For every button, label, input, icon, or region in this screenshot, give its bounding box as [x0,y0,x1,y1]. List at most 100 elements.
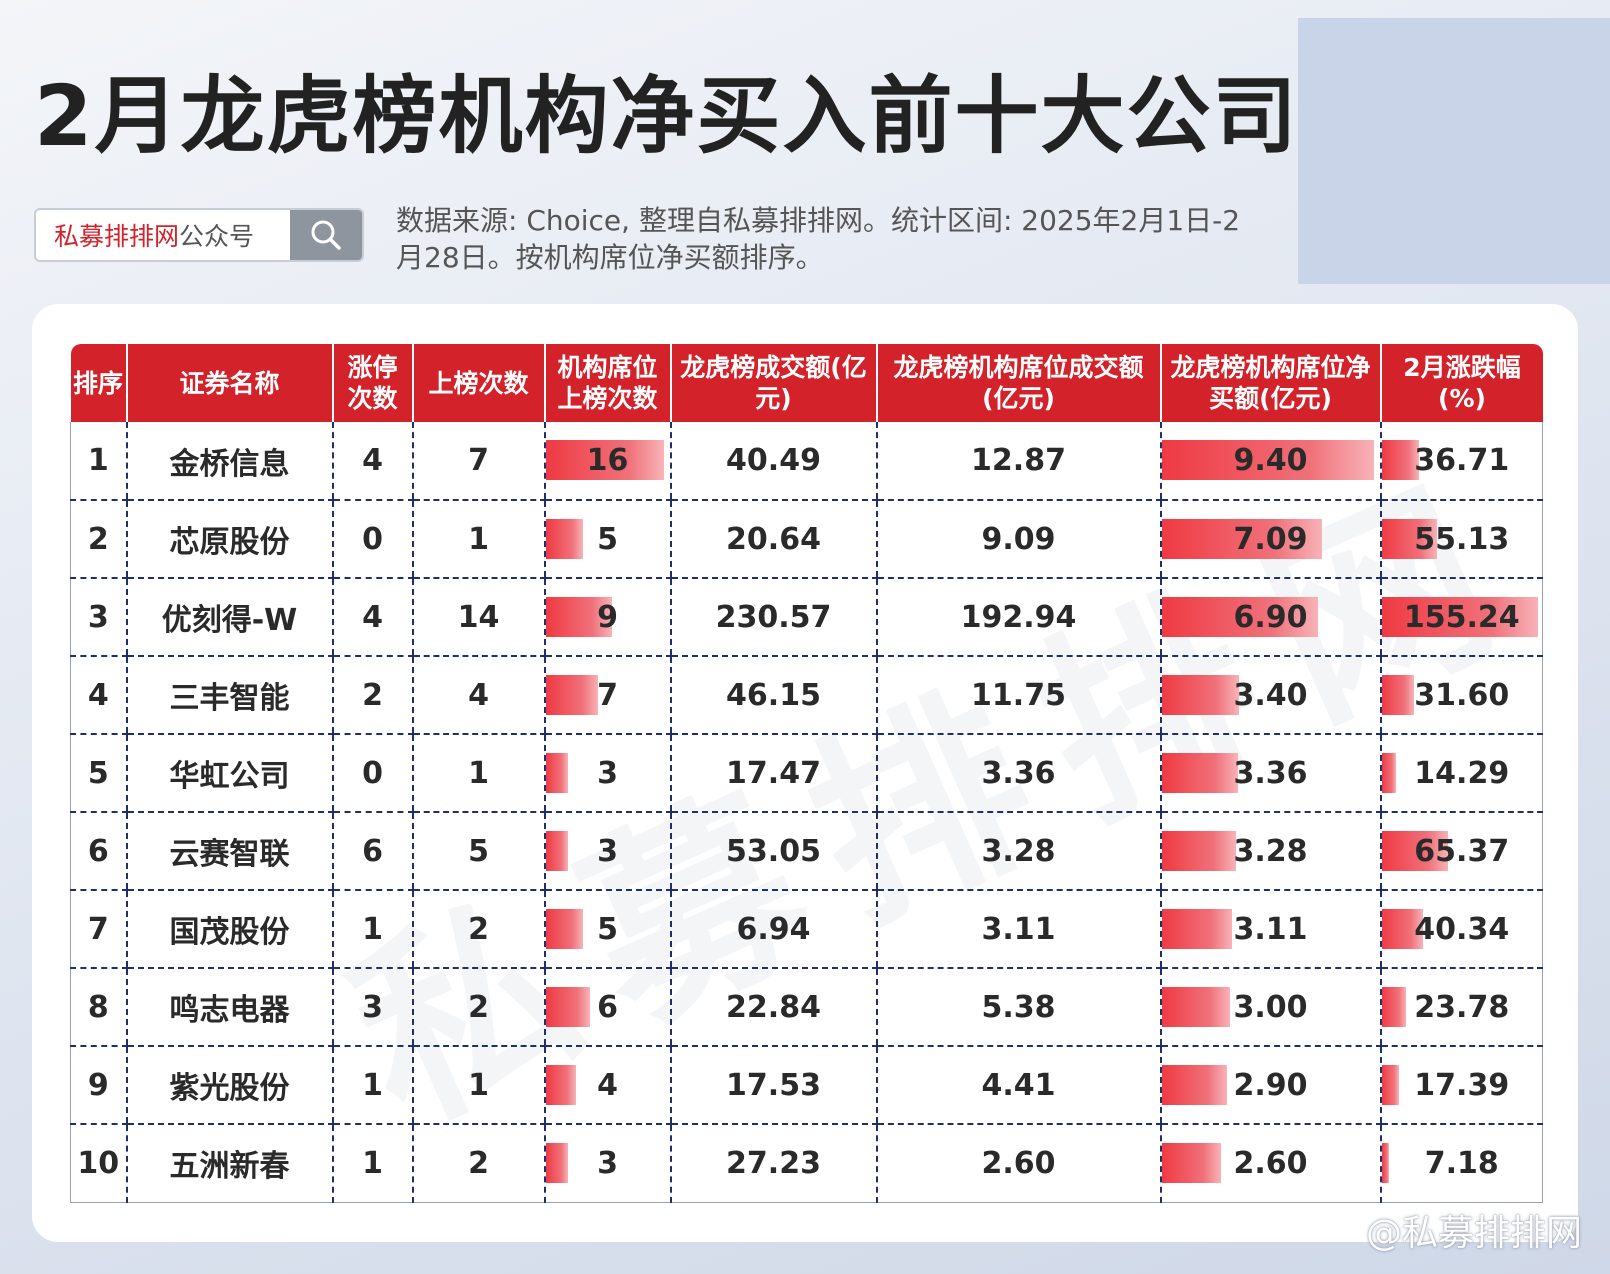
cell-value: 9.40 [1233,443,1308,478]
table-row: 10 五洲新春 1 2 3 27.23 2.60 2.60 7.18 [70,1124,1543,1203]
cell-value: 4 [468,677,489,713]
table-row: 2 芯原股份 0 1 5 20.64 9.09 7.09 55.13 [70,500,1543,579]
cell-inst-appearances: 3 [543,1124,671,1203]
cell-appearances: 2 [411,1124,545,1203]
cell-limit-up: 1 [331,1046,413,1125]
cell-value: 2 [87,521,109,557]
header-inst-appearances: 机构席位上榜次数 [543,344,671,422]
cell-rank: 4 [70,656,127,735]
cell-value: 3 [87,599,109,635]
page-title: 2月龙虎榜机构净买入前十大公司 [34,67,1299,165]
cell-value: 紫光股份 [169,1071,290,1106]
table-row: 6 云赛智联 6 5 3 53.05 3.28 3.28 65.37 [70,812,1543,891]
cell-change: 17.39 [1379,1046,1543,1125]
cell-rank: 5 [70,734,127,813]
cell-appearances: 5 [411,812,545,891]
header-net-buy: 龙虎榜机构席位净买额(亿元) [1159,344,1381,422]
header-change: 2月涨跌幅(%) [1379,344,1543,422]
cell-value: 22.84 [726,989,821,1025]
cell-value: 9 [597,599,618,635]
cell-value: 36.71 [1414,443,1510,478]
cell-value: 三丰智能 [169,681,290,716]
cell-value: 芯原股份 [169,525,290,560]
cell-inst-appearances: 5 [543,500,671,579]
cell-value: 17.53 [726,1067,821,1103]
cell-limit-up: 0 [331,734,413,813]
cell-turnover: 46.15 [669,656,877,735]
cell-inst-turnover: 3.36 [875,734,1161,813]
cell-appearances: 1 [411,1046,545,1125]
cell-change: 40.34 [1379,890,1543,969]
cell-value: 2.90 [1233,1067,1308,1103]
cell-inst-appearances: 4 [543,1046,671,1125]
cell-limit-up: 3 [331,968,413,1047]
cell-rank: 1 [70,422,127,501]
cell-value: 40.49 [726,443,821,478]
cell-value: 3.00 [1233,989,1308,1025]
search-box[interactable]: 私募排排网 公众号 [34,208,364,262]
header-limit-up: 涨停次数 [331,344,413,422]
cell-value: 华虹公司 [169,759,290,794]
cell-value: 1 [87,443,109,478]
cell-value: 11.75 [971,677,1066,713]
cell-name: 芯原股份 [125,500,333,579]
cell-rank: 10 [70,1124,127,1203]
value-bar [1381,675,1414,715]
header-rank: 排序 [70,344,127,422]
cell-change: 36.71 [1379,422,1543,501]
cell-value: 6.94 [736,911,811,947]
table-row: 8 鸣志电器 3 2 6 22.84 5.38 3.00 23.78 [70,968,1543,1047]
value-bar [1381,1065,1399,1105]
cell-inst-appearances: 7 [543,656,671,735]
cell-rank: 2 [70,500,127,579]
cell-value: 3 [597,755,618,791]
cell-limit-up: 0 [331,500,413,579]
cell-rank: 9 [70,1046,127,1125]
value-bar [545,831,568,871]
cell-value: 云赛智联 [169,837,290,872]
cell-value: 国茂股份 [169,915,290,950]
cell-value: 192.94 [960,599,1077,635]
cell-value: 鸣志电器 [169,993,290,1028]
cell-change: 14.29 [1379,734,1543,813]
value-bar [1161,1143,1221,1183]
cell-value: 3 [597,833,618,869]
cell-value: 8 [87,989,109,1025]
cell-value: 0 [362,755,383,791]
search-button[interactable] [290,210,362,260]
cell-limit-up: 4 [331,422,413,501]
value-bar [1381,987,1406,1027]
cell-value: 10 [77,1145,120,1181]
cell-value: 3.28 [981,833,1056,869]
cell-value: 4 [362,599,383,635]
cell-value: 17.39 [1414,1067,1510,1103]
cell-turnover: 17.47 [669,734,877,813]
cell-value: 6 [597,989,618,1025]
ranking-table: 排序 证券名称 涨停次数 上榜次数 机构席位上榜次数 龙虎榜成交额(亿元) 龙虎… [70,344,1543,1203]
cell-turnover: 22.84 [669,968,877,1047]
cell-value: 6 [362,833,383,869]
cell-value: 3 [362,989,383,1025]
cell-value: 1 [362,911,383,947]
value-bar [545,753,568,793]
cell-inst-turnover: 9.09 [875,500,1161,579]
cell-value: 1 [362,1145,383,1181]
cell-inst-appearances: 16 [543,422,671,501]
cell-value: 7 [468,443,489,478]
cell-value: 40.34 [1414,911,1510,947]
cell-value: 55.13 [1414,521,1510,557]
cell-name: 国茂股份 [125,890,333,969]
header-appearances: 上榜次数 [411,344,545,422]
cell-inst-appearances: 5 [543,890,671,969]
value-bar [1161,753,1238,793]
cell-value: 2 [362,677,383,713]
value-bar [545,519,583,559]
cell-value: 6 [87,833,109,869]
cell-rank: 6 [70,812,127,891]
cell-value: 金桥信息 [169,446,290,482]
cell-name: 三丰智能 [125,656,333,735]
cell-value: 3.36 [1233,755,1308,791]
table-row: 5 华虹公司 0 1 3 17.47 3.36 3.36 14.29 [70,734,1543,813]
cell-net-buy: 2.60 [1159,1124,1381,1203]
cell-value: 31.60 [1414,677,1510,713]
